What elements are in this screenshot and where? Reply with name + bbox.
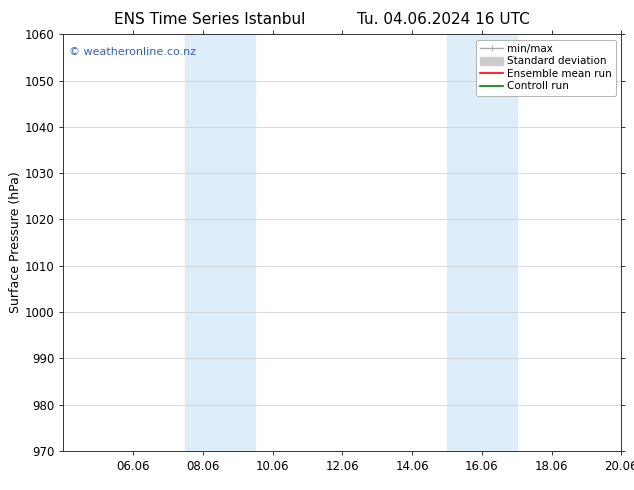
Bar (447, 34, 517, 451)
Bar (185, 34, 255, 451)
Text: ENS Time Series Istanbul: ENS Time Series Istanbul (113, 12, 305, 27)
Y-axis label: Surface Pressure (hPa): Surface Pressure (hPa) (9, 172, 22, 314)
Legend: min/max, Standard deviation, Ensemble mean run, Controll run: min/max, Standard deviation, Ensemble me… (476, 40, 616, 96)
Text: © weatheronline.co.nz: © weatheronline.co.nz (69, 47, 196, 57)
Text: Tu. 04.06.2024 16 UTC: Tu. 04.06.2024 16 UTC (358, 12, 530, 27)
